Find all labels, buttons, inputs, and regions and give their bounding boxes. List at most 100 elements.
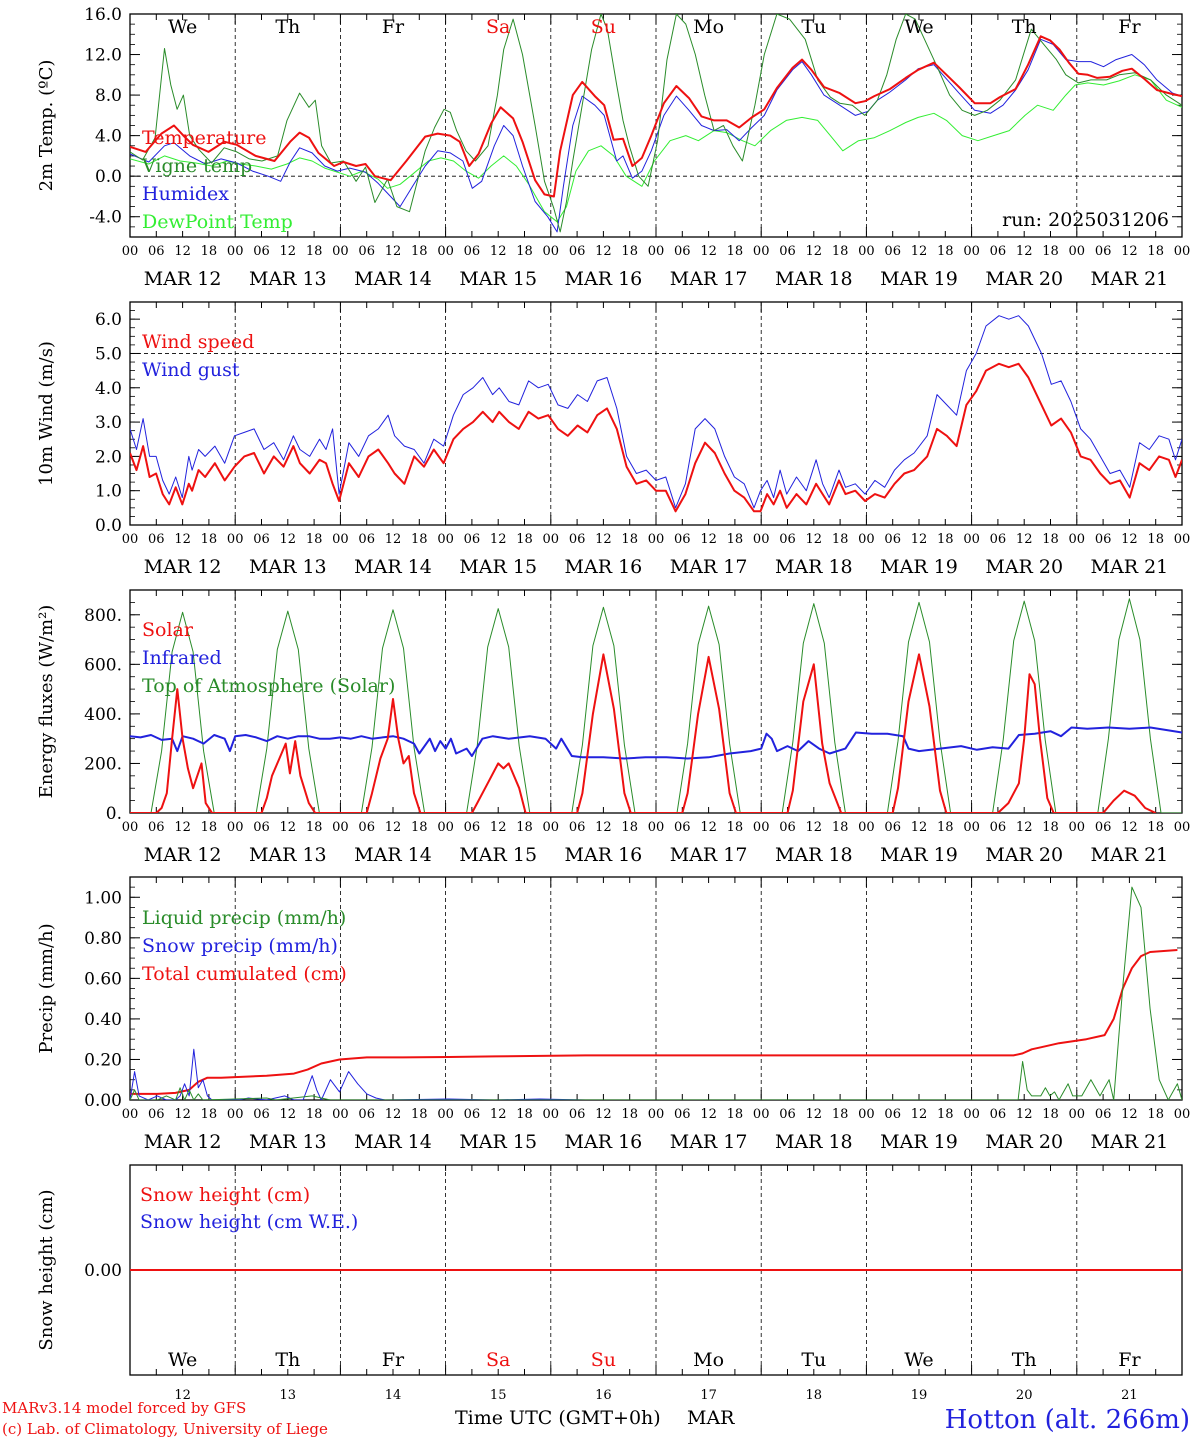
hour-tick-label: 06 xyxy=(990,1107,1007,1122)
hour-tick-label: 06 xyxy=(464,1107,481,1122)
date-label: MAR 14 xyxy=(354,268,432,290)
footer-date: 21 xyxy=(1121,1388,1138,1403)
footer-date: 15 xyxy=(490,1388,507,1403)
y-tick-label: 2.0 xyxy=(95,447,122,467)
hour-tick-label: 12 xyxy=(280,532,297,547)
hour-tick-label: 06 xyxy=(1095,532,1112,547)
hour-tick-label: 06 xyxy=(779,1107,796,1122)
hour-tick-label: 12 xyxy=(1121,820,1138,835)
series-line-humidex xyxy=(130,38,1182,233)
hour-tick-label: 06 xyxy=(990,244,1007,259)
footer-date: 18 xyxy=(806,1388,823,1403)
hour-tick-label: 18 xyxy=(621,532,638,547)
y-tick-label: 3.0 xyxy=(95,413,122,433)
date-label: MAR 18 xyxy=(775,1131,853,1153)
hour-tick-label: 06 xyxy=(148,1107,165,1122)
legend-entry: DewPoint Temp xyxy=(142,211,293,233)
hour-tick-label: 06 xyxy=(990,820,1007,835)
hour-tick-label: 00 xyxy=(1174,244,1191,259)
hour-tick-label: 12 xyxy=(490,820,507,835)
date-label: MAR 14 xyxy=(354,556,432,578)
hour-tick-label: 00 xyxy=(227,820,244,835)
footer-date: 13 xyxy=(280,1388,297,1403)
x-axis-month: MAR xyxy=(687,1407,735,1429)
day-name: Su xyxy=(591,16,616,38)
hour-tick-label: 00 xyxy=(122,1107,139,1122)
footer-date: 14 xyxy=(385,1388,402,1403)
hour-tick-label: 12 xyxy=(595,532,612,547)
hour-tick-label: 06 xyxy=(464,820,481,835)
y-tick-label: 200. xyxy=(84,754,122,774)
hour-tick-label: 06 xyxy=(148,244,165,259)
hour-tick-label: 00 xyxy=(332,1107,349,1122)
hour-tick-label: 06 xyxy=(148,532,165,547)
hour-tick-label: 06 xyxy=(253,1107,270,1122)
y-tick-label: 0. xyxy=(106,804,122,824)
series-line-dewpoint-temp xyxy=(130,74,1182,223)
hour-tick-label: 00 xyxy=(963,1107,980,1122)
hour-tick-label: 00 xyxy=(122,532,139,547)
hour-tick-label: 00 xyxy=(543,532,560,547)
date-label: MAR 17 xyxy=(670,268,748,290)
hour-tick-label: 00 xyxy=(332,532,349,547)
footer-date: 12 xyxy=(174,1388,191,1403)
hour-tick-label: 12 xyxy=(385,244,402,259)
y-tick-label: 1.0 xyxy=(95,482,122,502)
day-name: We xyxy=(168,16,197,38)
y-tick-label: 6.0 xyxy=(95,310,122,330)
hour-tick-label: 06 xyxy=(464,532,481,547)
run-label: run: 2025031206 xyxy=(1002,209,1169,231)
date-label: MAR 19 xyxy=(880,844,958,866)
date-label: MAR 21 xyxy=(1091,844,1169,866)
hour-tick-label: 06 xyxy=(1095,1107,1112,1122)
hour-tick-label: 06 xyxy=(884,532,901,547)
date-label: MAR 14 xyxy=(354,1131,432,1153)
date-label: MAR 15 xyxy=(459,556,537,578)
y-tick-label: 400. xyxy=(84,705,122,725)
date-label: MAR 15 xyxy=(459,1131,537,1153)
hour-tick-label: 12 xyxy=(385,1107,402,1122)
hour-tick-label: 18 xyxy=(1147,1107,1164,1122)
hour-tick-label: 18 xyxy=(727,532,744,547)
date-label: MAR 21 xyxy=(1091,556,1169,578)
hour-tick-label: 18 xyxy=(516,1107,533,1122)
hour-tick-label: 00 xyxy=(332,820,349,835)
date-label: MAR 17 xyxy=(670,1131,748,1153)
y-axis-title: Energy fluxes (W/m²) xyxy=(36,605,57,799)
hour-tick-label: 00 xyxy=(858,244,875,259)
hour-tick-label: 06 xyxy=(884,820,901,835)
y-tick-label: 4.0 xyxy=(95,379,122,399)
hour-tick-label: 18 xyxy=(1147,244,1164,259)
series-line-wind-gust xyxy=(130,315,1182,509)
hour-tick-label: 06 xyxy=(1095,244,1112,259)
hour-tick-label: 00 xyxy=(648,1107,665,1122)
hour-tick-label: 12 xyxy=(595,1107,612,1122)
hour-tick-label: 12 xyxy=(280,244,297,259)
day-name: Sa xyxy=(486,16,510,38)
y-tick-label: 0.00 xyxy=(84,1091,122,1111)
hour-tick-label: 12 xyxy=(174,1107,191,1122)
footer-day-name: We xyxy=(904,1349,933,1371)
hour-tick-label: 06 xyxy=(674,820,691,835)
footer-day-name: Th xyxy=(275,1349,300,1371)
hour-tick-label: 00 xyxy=(753,532,770,547)
date-label: MAR 13 xyxy=(249,844,327,866)
hour-tick-label: 12 xyxy=(1016,1107,1033,1122)
hour-tick-label: 18 xyxy=(727,1107,744,1122)
y-tick-label: 0.00 xyxy=(84,1261,122,1281)
hour-tick-label: 06 xyxy=(779,532,796,547)
footer-date: 19 xyxy=(911,1388,928,1403)
footer-day-name: Fr xyxy=(382,1349,405,1371)
hour-tick-label: 00 xyxy=(753,244,770,259)
footer-date: 17 xyxy=(700,1388,717,1403)
legend-entry: Solar xyxy=(142,619,194,641)
hour-tick-label: 12 xyxy=(280,820,297,835)
hour-tick-label: 00 xyxy=(437,820,454,835)
footer-day-name: We xyxy=(168,1349,197,1371)
legend-entry: Infrared xyxy=(142,647,222,669)
hour-tick-label: 18 xyxy=(937,244,954,259)
hour-tick-label: 18 xyxy=(306,532,323,547)
hour-tick-label: 12 xyxy=(806,244,823,259)
hour-tick-label: 12 xyxy=(911,532,928,547)
